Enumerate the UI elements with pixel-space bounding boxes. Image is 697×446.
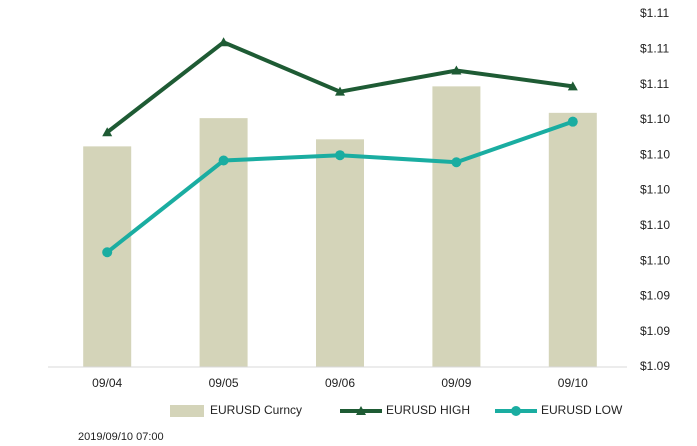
bar <box>199 118 248 367</box>
bar <box>432 86 481 368</box>
y-tick-label: $1.09 <box>640 324 670 338</box>
y-tick-label: $1.11 <box>640 77 669 91</box>
y-tick-label: $1.10 <box>640 183 670 197</box>
timestamp: 2019/09/10 07:00 <box>78 431 164 443</box>
marker <box>451 157 462 168</box>
legend-label: EURUSD HIGH <box>386 403 470 417</box>
marker <box>102 247 113 258</box>
y-tick-label: $1.10 <box>640 147 670 161</box>
marker <box>567 116 578 127</box>
y-tick-label: $1.09 <box>640 359 670 373</box>
legend-swatch <box>170 405 204 417</box>
marker <box>335 150 345 161</box>
legend-label: EURUSD Curncy <box>210 403 302 417</box>
marker <box>335 86 345 96</box>
bar <box>548 112 597 367</box>
y-tick-label: $1.10 <box>640 253 670 267</box>
y-tick-label: $1.10 <box>640 218 670 232</box>
y-tick-label: $1.09 <box>640 289 670 303</box>
legend-marker <box>511 406 521 416</box>
marker <box>102 127 113 137</box>
x-tick-label: 09/06 <box>325 376 355 390</box>
bar <box>316 139 364 367</box>
x-tick-label: 09/04 <box>92 376 122 390</box>
marker <box>218 155 229 166</box>
y-tick-label: $1.11 <box>640 6 669 20</box>
x-tick-label: 09/10 <box>558 376 588 390</box>
y-tick-label: $1.11 <box>640 41 669 55</box>
marker <box>451 65 462 75</box>
x-tick-label: 09/05 <box>209 376 239 390</box>
y-tick-label: $1.10 <box>640 112 670 126</box>
marker <box>567 81 578 91</box>
marker <box>218 37 229 47</box>
legend-label: EURUSD LOW <box>541 403 623 417</box>
legend-marker <box>356 406 366 415</box>
x-tick-label: 09/09 <box>441 376 471 390</box>
